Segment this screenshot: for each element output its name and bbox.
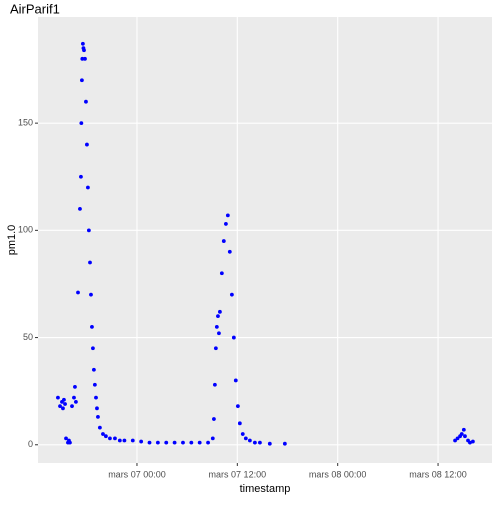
point: [216, 314, 220, 319]
point: [471, 439, 475, 444]
point: [86, 185, 90, 190]
point: [453, 438, 457, 443]
point: [76, 290, 80, 295]
point: [221, 239, 226, 243]
point: [243, 436, 248, 441]
point: [94, 395, 98, 400]
point: [189, 440, 194, 445]
point: [237, 421, 242, 426]
point: [85, 142, 89, 147]
point: [139, 439, 144, 444]
point: [231, 335, 236, 340]
point: [468, 440, 472, 445]
point: [224, 222, 228, 226]
point: [108, 436, 112, 441]
point: [80, 41, 85, 46]
point: [459, 432, 464, 436]
point: [210, 436, 215, 441]
x-tick-label: mars 07 12:00: [209, 469, 267, 479]
point: [455, 436, 460, 441]
x-tick-label: mars 08 00:00: [309, 469, 367, 479]
point: [79, 174, 83, 179]
point: [218, 309, 222, 314]
point: [78, 207, 82, 211]
point: [80, 78, 84, 83]
point: [122, 438, 127, 443]
point: [227, 249, 232, 254]
x-tick-label: mars 07 00:00: [108, 469, 166, 479]
point: [258, 440, 262, 445]
x-axis-label: timestamp: [240, 483, 291, 495]
point: [95, 406, 99, 411]
point: [64, 436, 68, 441]
point: [212, 382, 217, 387]
point: [229, 292, 234, 297]
point: [267, 441, 272, 446]
point: [219, 271, 224, 276]
point: [235, 404, 240, 409]
point: [225, 213, 230, 218]
point: [58, 404, 62, 409]
x-tick-label: mars 08 12:00: [409, 469, 467, 479]
y-tick-label: 150: [18, 118, 33, 128]
point: [68, 440, 72, 445]
point: [62, 397, 66, 402]
point: [233, 378, 238, 383]
point: [117, 438, 122, 443]
point: [88, 260, 92, 265]
point: [103, 434, 108, 439]
y-tick-label: 50: [23, 332, 33, 342]
point: [82, 48, 86, 53]
point: [240, 432, 245, 436]
point: [213, 346, 218, 351]
point: [461, 427, 466, 432]
point: [91, 367, 96, 372]
point: [97, 425, 102, 430]
point: [147, 440, 152, 445]
point: [80, 56, 85, 61]
point: [83, 56, 87, 61]
point: [92, 382, 97, 387]
point: [72, 395, 76, 400]
point: [172, 440, 177, 445]
point: [74, 399, 78, 404]
point: [463, 434, 467, 439]
point: [90, 324, 94, 329]
point: [56, 395, 60, 400]
point: [63, 402, 67, 406]
point: [155, 440, 160, 445]
point: [197, 440, 202, 445]
point: [89, 292, 93, 297]
point: [130, 438, 135, 443]
point: [113, 436, 117, 441]
point: [217, 331, 221, 336]
point: [206, 440, 210, 445]
point: [214, 324, 219, 329]
point: [96, 414, 100, 419]
point: [86, 228, 91, 233]
chart-title: AirParif1: [10, 1, 60, 16]
point: [79, 121, 84, 126]
y-tick-label: 0: [28, 439, 33, 449]
y-axis-label: pm1.0: [6, 225, 18, 256]
point: [212, 417, 216, 421]
point: [282, 441, 287, 446]
panel: [38, 17, 492, 463]
point: [247, 438, 252, 443]
point: [101, 432, 105, 436]
point: [181, 440, 185, 445]
point: [91, 346, 95, 351]
point: [252, 440, 257, 445]
y-tick-label: 100: [18, 225, 33, 235]
point: [73, 384, 77, 389]
point: [84, 99, 88, 104]
point: [70, 404, 74, 409]
point: [61, 406, 65, 411]
point: [164, 440, 169, 445]
